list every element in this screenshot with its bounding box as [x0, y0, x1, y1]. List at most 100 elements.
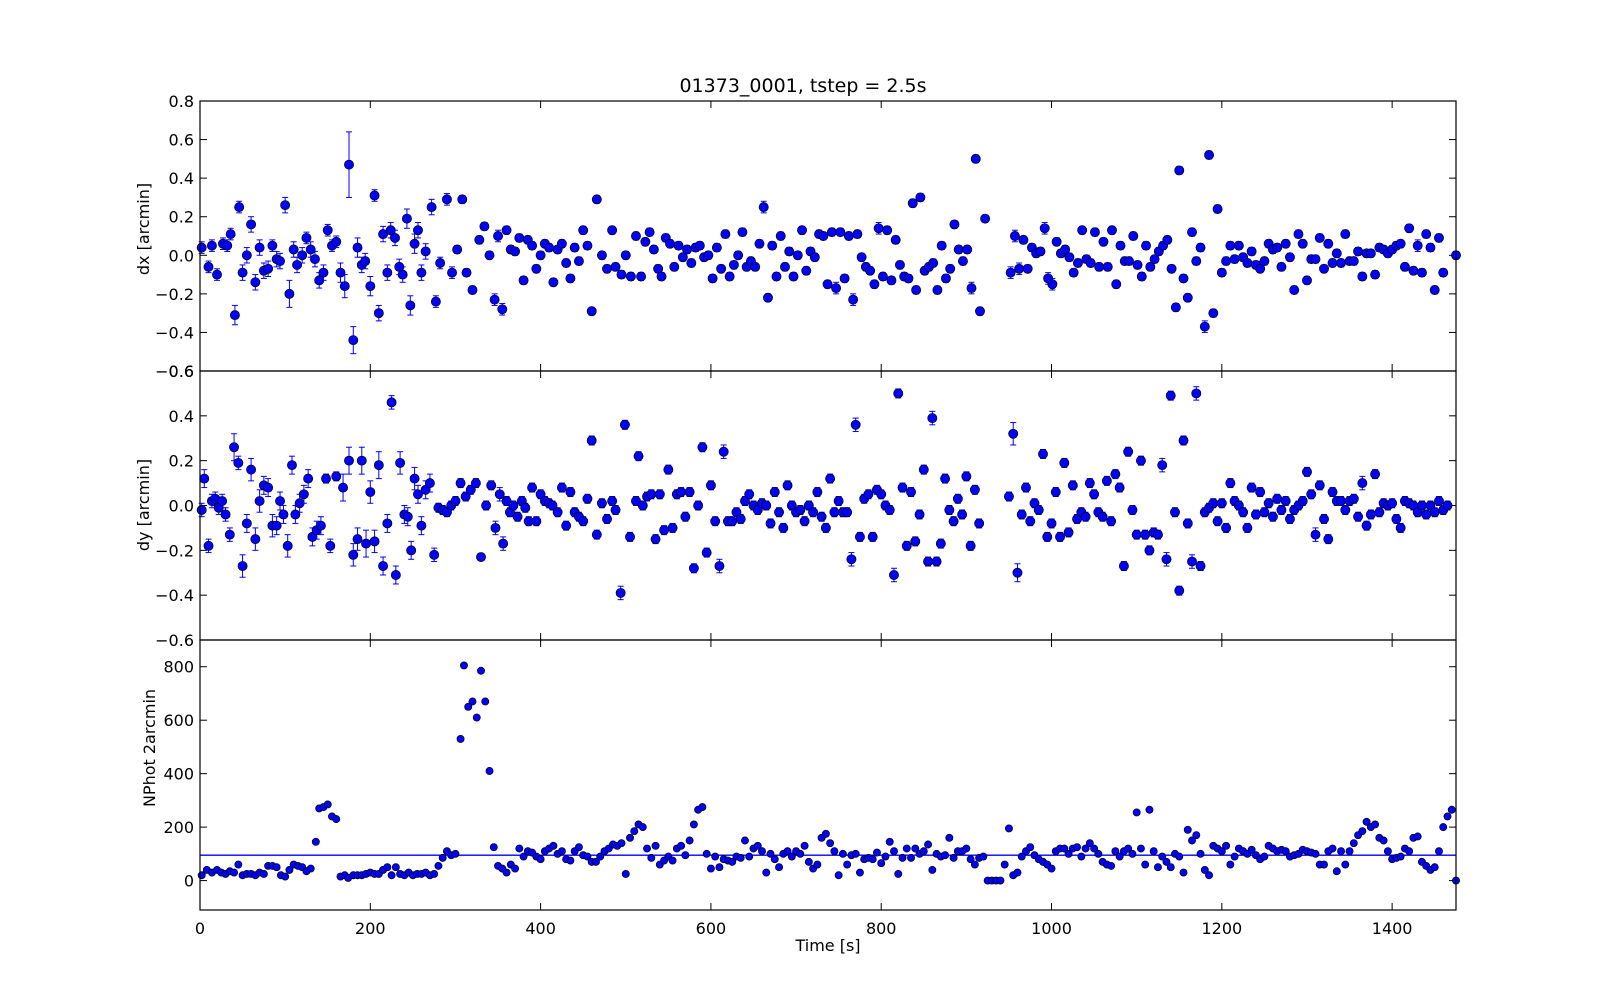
dy-data-point [1123, 446, 1134, 457]
dy-data-point [846, 554, 857, 565]
dy-data-point [1182, 518, 1193, 529]
dy-data-point [386, 397, 397, 408]
nphot-data-point [1188, 836, 1196, 845]
dx-data-point [1115, 240, 1126, 251]
dx-data-point [1242, 258, 1253, 268]
dx-data-point [616, 269, 627, 280]
dx-data-point [241, 250, 252, 261]
dx-data-point [1187, 227, 1197, 238]
nphot-xtick-label: 200 [355, 919, 386, 938]
dy-data-point [842, 507, 853, 518]
nphot-data-point [515, 844, 524, 853]
dx-data-point [288, 244, 299, 255]
nphot-data-point [1260, 852, 1269, 861]
nphot-data-point [766, 849, 775, 858]
dy-data-point [1297, 496, 1308, 506]
nphot-data-point [711, 852, 720, 861]
dx-data-point [1434, 232, 1444, 243]
dx-data-point [1280, 238, 1291, 249]
nphot-data-point [1413, 832, 1422, 841]
dy-data-point [229, 442, 240, 453]
dy-data-point [450, 496, 461, 506]
dx-data-point [322, 225, 333, 236]
nphot-data-point [1111, 847, 1120, 856]
dy-ylabel: dy [arcmin] [134, 459, 153, 551]
dx-ytick-label: −0.4 [155, 323, 194, 342]
dx-data-point [895, 259, 905, 270]
nphot-data-point [306, 864, 315, 873]
dx-data-point [1246, 246, 1257, 257]
dx-data-point [677, 252, 688, 263]
dy-data-point [1067, 480, 1078, 491]
dx-data-point [420, 246, 431, 257]
dx-data-point [352, 242, 363, 253]
dy-data-point [241, 518, 252, 529]
dx-data-point [1102, 261, 1113, 272]
dx-data-point [544, 242, 555, 253]
dy-data-point [744, 489, 755, 500]
nphot-ytick-label: 400 [163, 765, 194, 784]
nphot-data-point [1149, 847, 1158, 856]
dx-data-point [873, 223, 884, 234]
nphot-data-point [1443, 812, 1452, 821]
dy-data-point [714, 561, 725, 571]
dx-data-point [958, 256, 968, 267]
nphot-data-point [907, 853, 915, 862]
dx-data-point [882, 225, 893, 236]
dx-data-point [936, 240, 947, 251]
nphot-data-point [1430, 863, 1439, 872]
nphot-data-point [1136, 844, 1145, 853]
dy-data-point [303, 473, 314, 484]
dx-data-point [1365, 248, 1376, 259]
dx-data-point [625, 271, 636, 282]
dy-data-point [1157, 460, 1168, 471]
nphot-data-point [970, 860, 979, 869]
dx-data-point [1395, 238, 1406, 249]
nphot-data-point [1205, 871, 1214, 880]
nphot-data-point [1085, 839, 1094, 848]
dy-data-point [1310, 529, 1321, 540]
dx-yticks: −0.6 −0.4 −0.2 0.0 0.2 0.4 0.6 0.8 [155, 92, 1456, 381]
dx-data-point [1107, 225, 1117, 236]
dy-data-point [735, 514, 746, 524]
dy-data-point [331, 471, 342, 482]
nphot-data-point [941, 851, 950, 860]
dy-data-point [1238, 507, 1249, 518]
nphot-data-point [1226, 860, 1235, 869]
dx-data-point [578, 225, 589, 236]
dx-data-point [1128, 231, 1139, 241]
nphot-data-point [1383, 847, 1392, 856]
dx-data-point [656, 271, 667, 282]
dx-data-point [665, 238, 675, 249]
dy-data-point [808, 507, 819, 518]
dx-data-point [405, 300, 416, 311]
panel-dx: dx [arcmin] −0.6 −0.4 −0.2 0.0 0.2 0.4 0.6 0.8 [134, 92, 1461, 381]
nphot-xtick-label: 400 [525, 919, 556, 938]
dy-data-point [654, 489, 665, 500]
dx-data-point [206, 240, 217, 251]
nphot-data-point [919, 847, 928, 856]
dx-data-point [1438, 267, 1449, 278]
dx-data-point [569, 242, 580, 253]
dx-data-point [275, 256, 285, 267]
dx-data-point [733, 250, 744, 261]
dx-data-point [945, 263, 956, 274]
nphot-data-point [272, 863, 281, 872]
dy-data-point [220, 509, 231, 520]
nphot-data-point [873, 848, 881, 857]
dy-data-point [378, 561, 389, 571]
dx-data-point [1276, 261, 1287, 272]
dy-data-point [1216, 498, 1227, 509]
dy-data-point [596, 498, 607, 509]
nphot-data-point [804, 857, 813, 866]
dx-data-point [254, 242, 265, 253]
dy-data-point [901, 540, 912, 551]
dy-data-point [365, 487, 376, 497]
nphot-data-point [962, 844, 971, 853]
dy-data-point [948, 516, 959, 527]
dx-data-point [1233, 240, 1244, 251]
nphot-data-point [881, 852, 890, 861]
dy-data-point [1055, 531, 1065, 542]
dx-data-point [1047, 279, 1058, 290]
dy-data-point [1140, 529, 1151, 540]
